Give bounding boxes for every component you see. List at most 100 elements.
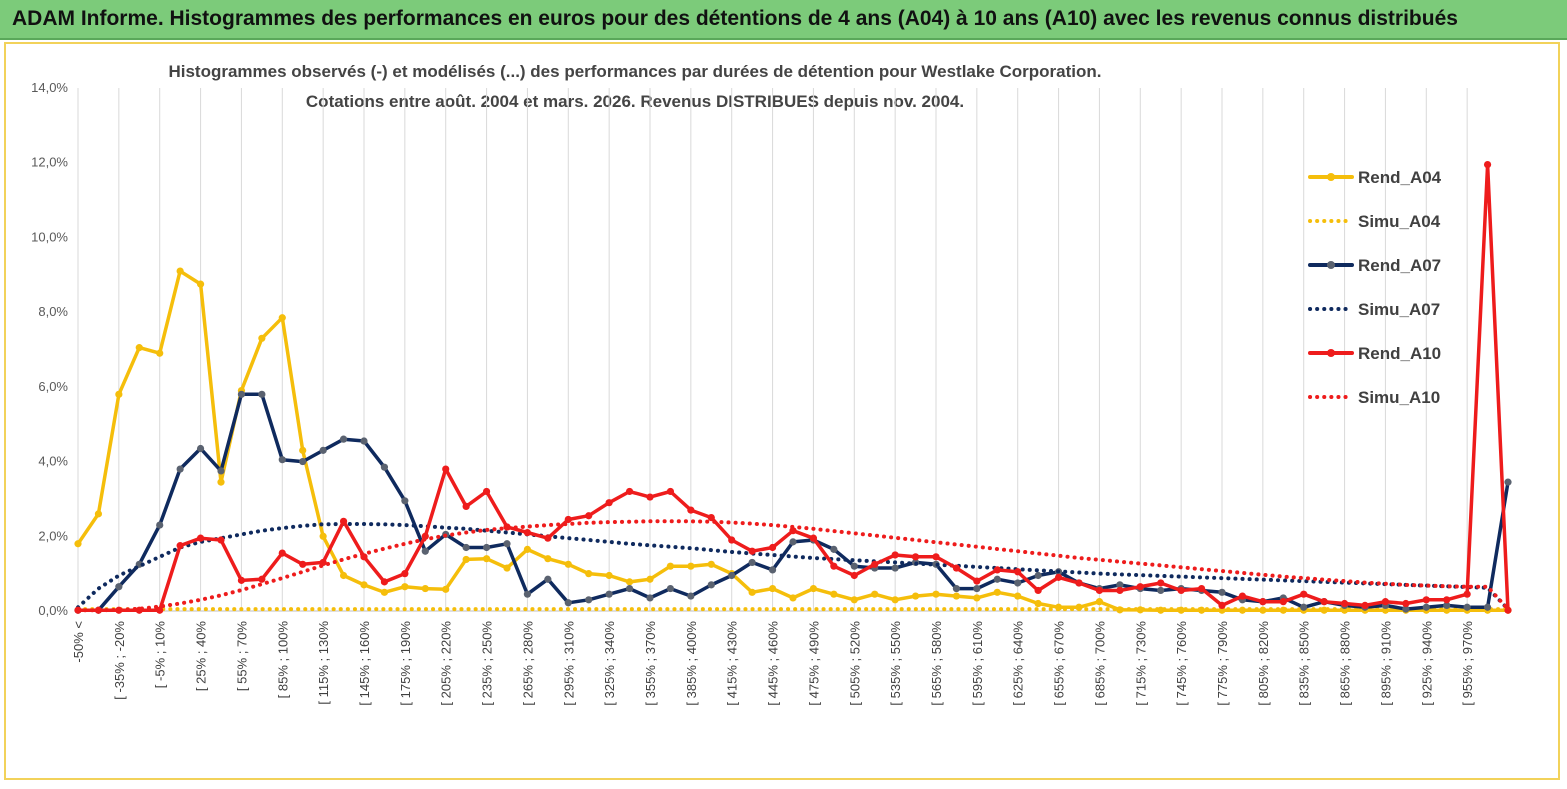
data-point [1483,160,1492,169]
data-point [278,314,286,322]
data-point [687,592,695,600]
y-axis: 0,0% 2,0% 4,0% 6,0% 8,0% 10,0% 12,0% 14,0% [31,80,68,618]
x-tick-label: [ 25% ; 40% [194,621,209,692]
data-point [1157,579,1165,587]
data-point [850,562,858,570]
data-point [625,578,634,586]
data-point [748,547,756,555]
x-tick-label: [ 205% ; 220% [439,621,454,706]
data-point [768,584,777,593]
data-point [503,564,511,572]
x-tick-label: [ 415% ; 430% [725,621,740,706]
data-point [176,542,184,550]
data-point [666,562,675,570]
x-tick-label: [ 385% ; 400% [684,621,699,706]
data-point [707,514,715,522]
data-point [380,588,389,596]
x-tick-label: [ 595% ; 610% [970,621,985,706]
data-point [217,536,225,544]
data-point [442,585,450,593]
data-point [176,465,184,473]
data-point [544,575,552,583]
data-point [339,571,348,580]
x-tick-label: [ -5% ; 10% [153,621,168,689]
data-point [1504,478,1512,486]
y-tick-label: 8,0% [38,304,68,319]
data-point [830,562,838,570]
data-point [1402,605,1410,613]
data-point [993,575,1001,583]
data-point [1422,596,1430,604]
x-tick-label: [ 535% ; 550% [888,621,903,706]
data-point [666,487,675,496]
data-point [380,578,389,586]
data-point [482,487,491,496]
data-point [156,606,164,614]
data-point [237,390,246,398]
legend-marker [1327,261,1335,269]
data-point [564,515,572,524]
data-point [1483,603,1492,611]
data-point [809,534,818,542]
data-point [523,528,532,537]
data-point [1381,598,1390,606]
data-point [115,583,123,591]
data-point [278,456,286,464]
data-point [687,562,695,570]
data-point [258,334,266,342]
data-point [973,577,981,585]
data-point [728,536,736,544]
data-point [585,512,593,520]
legend-label: Rend_A07 [1358,256,1441,275]
data-point [1300,603,1308,611]
data-point [1218,588,1226,596]
data-point [1157,586,1165,595]
data-point [1014,579,1022,587]
y-tick-label: 4,0% [38,454,68,469]
x-tick-label: [ 55% ; 70% [234,621,249,692]
data-point [523,545,532,553]
data-point [646,493,654,501]
data-point [605,571,613,580]
data-point [339,435,348,443]
data-point [1361,601,1369,609]
data-point [666,584,675,593]
data-point [258,575,266,583]
x-tick-label: [ -35% ; -20% [112,621,127,700]
data-point [278,549,286,557]
x-tick-label: [ 445% ; 460% [766,621,781,706]
data-point [544,555,552,563]
data-point [1238,592,1247,600]
data-point [564,560,572,568]
data-point [258,390,266,398]
y-tick-label: 0,0% [38,603,68,618]
data-point [646,594,654,602]
data-point [1177,586,1185,595]
data-point [1340,599,1349,608]
y-tick-label: 14,0% [31,80,68,95]
data-point [1116,586,1124,595]
data-point [707,581,715,589]
data-point [564,599,572,607]
data-point [850,571,858,580]
data-point [809,584,818,593]
x-tick-label: [ 685% ; 700% [1092,621,1107,706]
series-line-simu_a07 [76,522,1510,612]
data-point [871,560,879,568]
legend-label: Rend_A04 [1358,168,1442,187]
data-point [605,590,613,598]
data-point [94,510,103,518]
data-point [1320,598,1328,606]
x-axis: -50% < [ -35% ; -20% [ -5% ; 10% [ 25% ; 40… [71,621,1475,706]
data-point [993,588,1001,596]
data-point [1095,598,1104,606]
data-point [768,566,777,574]
data-point [196,444,205,453]
data-point [421,584,429,593]
legend: Rend_A04 Simu_A04 Rend_A07 Simu_A07 Rend_A10… [1308,168,1442,407]
data-point [1218,601,1226,609]
data-point [646,575,654,583]
x-tick-label: [ 265% ; 280% [520,621,535,706]
legend-label: Rend_A10 [1358,344,1441,363]
x-tick-label: [ 895% ; 910% [1378,621,1393,706]
